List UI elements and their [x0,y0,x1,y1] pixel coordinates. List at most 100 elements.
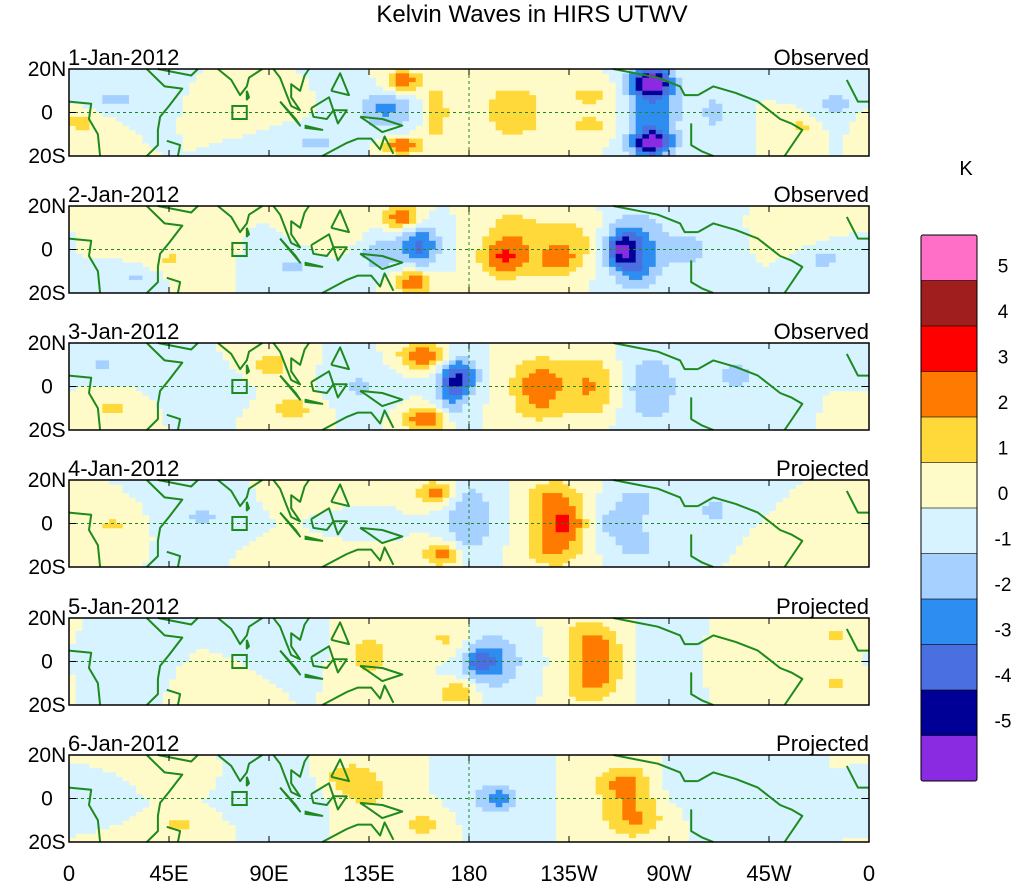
heatmap-cell [69,275,77,281]
heatmap-cell [695,232,703,237]
heatmap-cell [815,73,823,79]
heatmap-cell [555,271,563,276]
heatmap-cell [209,377,217,383]
heatmap-cell [822,271,830,276]
heatmap-cell [675,484,683,490]
heatmap-cell [182,369,190,374]
heatmap-cell [822,356,830,361]
heatmap-cell [329,129,337,135]
heatmap-cell [282,266,290,272]
heatmap-cell [255,240,263,246]
panel-date: 3-Jan-2012 [68,319,179,344]
heatmap-cell [335,421,343,427]
heatmap-cell [109,271,117,276]
heatmap-cell [149,125,157,131]
heatmap-cell [509,112,517,118]
heatmap-cell [629,377,637,383]
heatmap-cell [322,262,330,268]
heatmap-cell [642,364,650,370]
heatmap-cell [395,210,403,216]
heatmap-cell [635,412,643,418]
heatmap-cell [169,134,177,139]
heatmap-cell [815,399,823,405]
heatmap-cell [249,134,257,139]
heatmap-cell [102,258,110,263]
heatmap-cell [655,488,663,494]
heatmap-cell [702,373,710,379]
heatmap-cell [702,147,710,153]
heatmap-cell [415,416,423,422]
heatmap-cell [735,227,743,233]
heatmap-cell [295,275,303,281]
coastline [68,237,102,294]
heatmap-cell [755,262,763,268]
heatmap-cell [142,390,150,396]
heatmap-cell [702,416,710,422]
heatmap-cell [342,279,350,285]
heatmap-cell [615,151,623,157]
heatmap-cell [122,116,130,122]
heatmap-cell [522,227,530,233]
heatmap-cell [689,227,697,233]
heatmap-cell [489,116,497,122]
heatmap-cell [335,284,343,290]
heatmap-cell [429,258,437,263]
heatmap-cell [775,360,783,366]
heatmap-cell [829,275,837,281]
heatmap-cell [842,347,850,353]
heatmap-cell [342,90,350,96]
heatmap-cell [655,484,663,490]
heatmap-cell [635,284,643,290]
heatmap-cell [742,103,750,109]
heatmap-cell [262,369,270,374]
heatmap-cell [162,134,170,139]
heatmap-cell [342,103,350,109]
heatmap-cell [155,386,163,392]
heatmap-cell [362,77,370,83]
heatmap-cell [809,369,817,374]
heatmap-cell [795,275,803,281]
heatmap-cell [689,253,697,259]
heatmap-cell [369,112,377,118]
heatmap-cell [769,77,777,83]
heatmap-cell [409,121,417,126]
heatmap-cell [695,108,703,113]
heatmap-cell [655,262,663,268]
heatmap-cell [715,262,723,268]
heatmap-cell [749,258,757,263]
heatmap-cell [449,360,457,366]
heatmap-cell [695,245,703,250]
heatmap-cell [89,77,97,83]
heatmap-cell [689,373,697,379]
heatmap-cell [349,356,357,361]
heatmap-cell [355,382,363,387]
heatmap-cell [622,125,630,131]
heatmap-cell [629,412,637,418]
heatmap-cell [302,147,310,153]
heatmap-cell [442,245,450,250]
heatmap-cell [515,266,523,272]
heatmap-cell [402,360,410,366]
heatmap-cell [462,488,470,494]
heatmap-cell [682,356,690,361]
heatmap-cell [215,395,223,400]
heatmap-cell [482,356,490,361]
heatmap-cell [795,284,803,290]
heatmap-cell [275,129,283,135]
heatmap-cell [509,219,517,224]
heatmap-cell [382,232,390,237]
heatmap-cell [829,343,837,348]
heatmap-cell [122,99,130,105]
heatmap-cell [149,288,157,294]
heatmap-cell [135,484,143,490]
heatmap-cell [349,369,357,374]
coastline [166,276,182,294]
heatmap-cell [529,497,537,503]
heatmap-cell [429,343,437,348]
heatmap-cell [689,99,697,105]
heatmap-cell [69,377,77,383]
heatmap-cell [415,364,423,370]
heatmap-cell [275,134,283,139]
heatmap-cell [675,82,683,87]
